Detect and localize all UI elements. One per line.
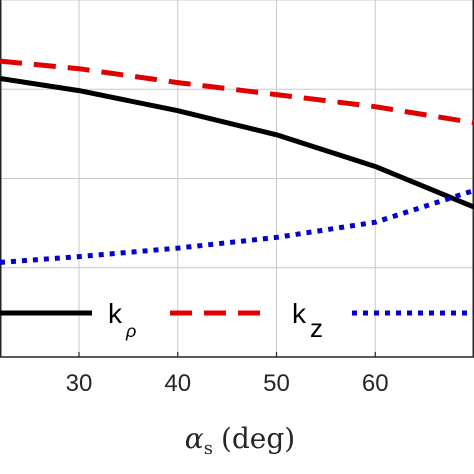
legend-label-sub-1: z: [310, 313, 323, 343]
x-axis-label-symbol: α: [185, 422, 204, 455]
legend-label-sub-0: ρ: [125, 321, 136, 341]
x-tick-label-3: 60: [362, 370, 389, 397]
x-tick-label-0: 30: [66, 370, 93, 397]
x-axis-label: αs (deg): [185, 422, 295, 459]
x-axis-label-unit: (deg): [221, 422, 295, 455]
legend-label-0: kρ: [108, 298, 136, 341]
series-line-1: [0, 58, 474, 126]
x-tick-label-1: 40: [164, 370, 191, 397]
legend-label-main-1: k: [292, 298, 307, 329]
x-axis-label-subscript: s: [204, 438, 213, 459]
legend: kρk z: [0, 298, 474, 343]
series-line-0: [0, 76, 474, 210]
plot-frame: [0, 0, 474, 358]
x-tick-label-2: 50: [263, 370, 290, 397]
series-group: [0, 58, 474, 265]
legend-label-main-0: k: [108, 298, 123, 329]
x-tick-labels: 30 40 50 60: [66, 370, 389, 397]
series-line-2: [0, 188, 474, 265]
